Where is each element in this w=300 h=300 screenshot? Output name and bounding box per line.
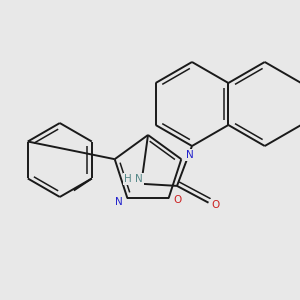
- Text: O: O: [173, 195, 182, 205]
- Text: H: H: [124, 174, 131, 184]
- Text: N: N: [135, 174, 143, 184]
- Text: N: N: [115, 197, 122, 207]
- Text: O: O: [212, 200, 220, 210]
- Text: N: N: [186, 150, 194, 160]
